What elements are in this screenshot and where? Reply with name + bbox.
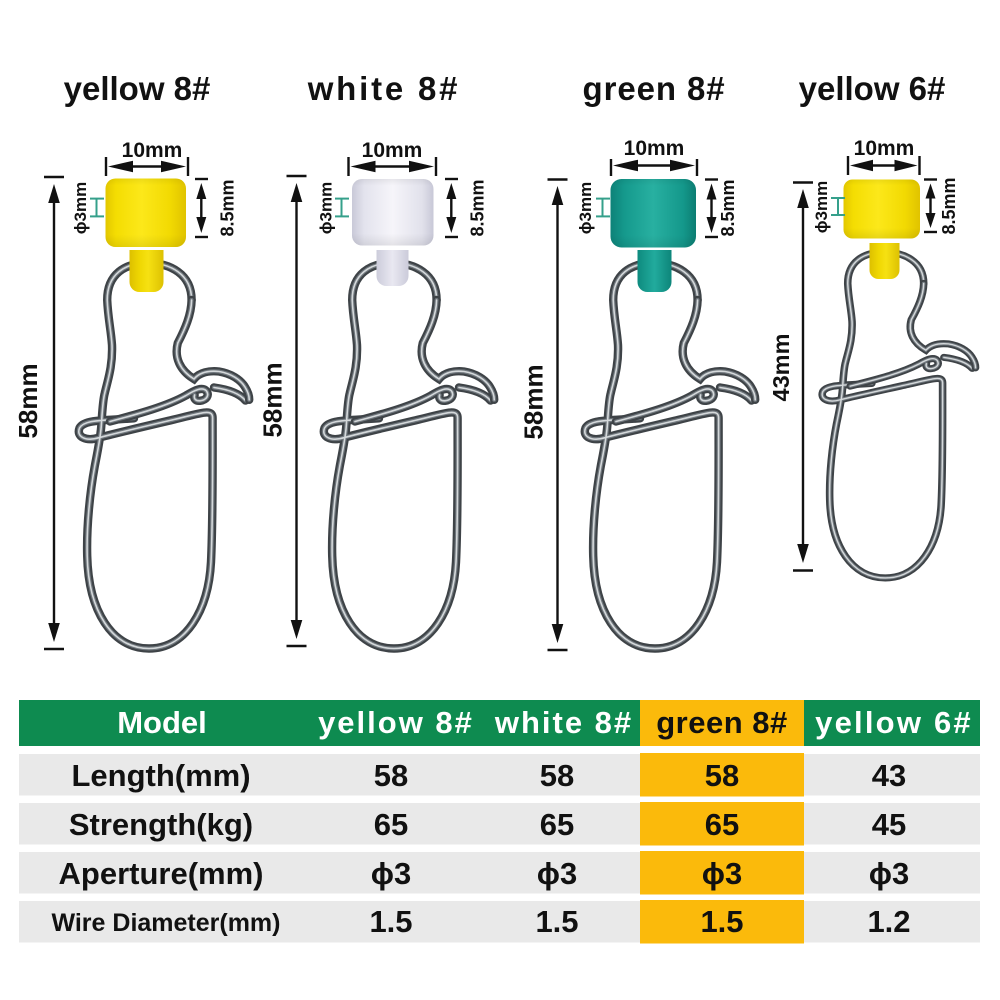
- svg-text:10mm: 10mm: [122, 139, 183, 162]
- svg-text:43mm: 43mm: [768, 334, 794, 402]
- svg-text:58: 58: [540, 758, 574, 793]
- svg-text:10mm: 10mm: [362, 139, 423, 162]
- svg-text:8.5mm: 8.5mm: [718, 179, 738, 236]
- svg-text:8.5mm: 8.5mm: [217, 179, 237, 236]
- svg-text:43: 43: [872, 758, 906, 793]
- svg-text:yellow 6#: yellow 6#: [815, 705, 973, 740]
- svg-text:45: 45: [872, 807, 906, 842]
- svg-text:65: 65: [374, 807, 408, 842]
- svg-text:green 8#: green 8#: [583, 70, 726, 107]
- svg-text:ϕ3mm: ϕ3mm: [317, 182, 336, 234]
- svg-text:yellow 8#: yellow 8#: [64, 70, 211, 107]
- svg-text:yellow 8#: yellow 8#: [318, 705, 474, 740]
- svg-text:58: 58: [705, 758, 739, 793]
- svg-text:Strength(kg): Strength(kg): [69, 807, 253, 842]
- svg-text:ϕ3mm: ϕ3mm: [812, 181, 831, 233]
- svg-text:ϕ3: ϕ3: [702, 856, 742, 891]
- svg-text:ϕ3mm: ϕ3mm: [576, 182, 595, 234]
- svg-text:white 8#: white 8#: [494, 705, 633, 740]
- svg-text:ϕ3: ϕ3: [371, 856, 411, 891]
- svg-text:ϕ3: ϕ3: [869, 856, 909, 891]
- svg-text:1.5: 1.5: [369, 904, 412, 939]
- svg-text:58mm: 58mm: [13, 363, 43, 438]
- svg-text:Aperture(mm): Aperture(mm): [59, 856, 264, 891]
- svg-text:ϕ3mm: ϕ3mm: [71, 182, 90, 234]
- svg-text:8.5mm: 8.5mm: [467, 179, 487, 236]
- svg-text:65: 65: [705, 807, 739, 842]
- svg-text:yellow 6#: yellow 6#: [799, 70, 946, 107]
- svg-text:65: 65: [540, 807, 574, 842]
- svg-text:58mm: 58mm: [519, 364, 549, 439]
- svg-text:1.5: 1.5: [535, 904, 578, 939]
- svg-text:58: 58: [374, 758, 408, 793]
- svg-text:Model: Model: [117, 705, 207, 740]
- svg-text:58mm: 58mm: [258, 362, 288, 437]
- svg-text:1.2: 1.2: [867, 904, 910, 939]
- svg-text:8.5mm: 8.5mm: [939, 177, 959, 234]
- svg-text:white 8#: white 8#: [307, 70, 461, 107]
- svg-text:Length(mm): Length(mm): [71, 758, 250, 793]
- svg-text:10mm: 10mm: [854, 137, 915, 160]
- svg-text:Wire Diameter(mm): Wire Diameter(mm): [51, 909, 280, 937]
- svg-text:1.5: 1.5: [700, 904, 743, 939]
- svg-text:10mm: 10mm: [624, 137, 685, 160]
- svg-text:green 8#: green 8#: [656, 705, 788, 740]
- svg-text:ϕ3: ϕ3: [537, 856, 577, 891]
